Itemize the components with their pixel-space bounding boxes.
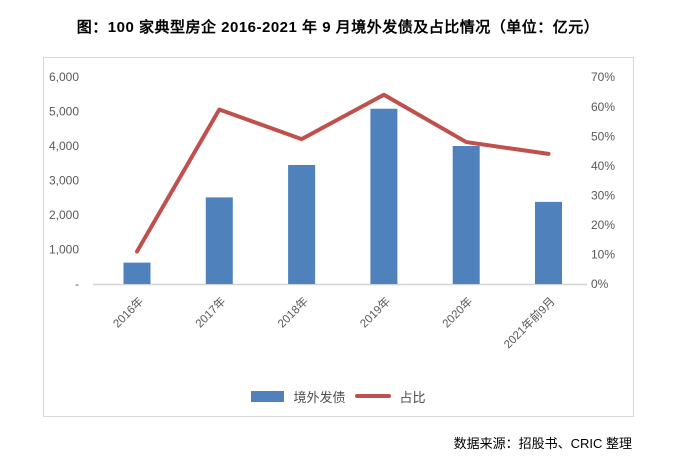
bar-2017年 (205, 197, 233, 284)
x-axis-label-2019年: 2019年 (357, 294, 393, 330)
bar-2019年 (370, 108, 398, 284)
x-axis-label-2020年: 2020年 (439, 294, 475, 330)
pct-axis-tick-label: 60% (591, 100, 615, 114)
bar-series-swatch (251, 390, 285, 402)
pct-axis-tick-label: 20% (591, 218, 615, 232)
chart-svg: 6,000 5,000 4,000 3,000 2,000 1,000 - 70% 60% 50%… (49, 70, 615, 351)
x-axis-label-2018年: 2018年 (275, 294, 311, 330)
line-series-label: 占比 (399, 389, 426, 405)
pct-trend-line (135, 92, 551, 254)
bar-2016年 (123, 262, 151, 284)
chart-legend: 境外发债 占比 (44, 386, 633, 406)
pct-axis-tick-label: 10% (591, 248, 615, 262)
bar-2020年 (452, 146, 480, 284)
x-axis-label-2016年: 2016年 (110, 294, 146, 330)
pct-axis-tick-label: 0% (591, 277, 609, 291)
bar-series-label: 境外发债 (293, 389, 346, 405)
y-axis-tick-label: 4,000 (49, 139, 79, 153)
bar-2018年 (288, 164, 316, 284)
pct-axis-tick-label: 40% (591, 159, 615, 173)
y-axis-tick-label: 3,000 (49, 174, 79, 188)
bar-2021年前9月 (535, 201, 562, 284)
chart-title: 图：100 家典型房企 2016-2021 年 9 月境外发债及占比情况（单位：… (76, 19, 600, 36)
chart-frame: 6,000 5,000 4,000 3,000 2,000 1,000 - 70% 60% 50%… (43, 57, 634, 417)
x-axis-label-2017年: 2017年 (192, 294, 228, 330)
y-axis-tick-label: 6,000 (49, 70, 79, 84)
y-axis-tick-label: - (75, 277, 79, 291)
y-axis-tick-label: 2,000 (49, 208, 79, 222)
pct-axis-tick-label: 30% (591, 188, 615, 202)
line-series-swatch (354, 394, 391, 398)
pct-axis-tick-label: 70% (591, 70, 615, 84)
x-axis-label-2021年前9月: 2021年前9月 (501, 294, 558, 351)
pct-axis-tick-label: 50% (591, 129, 615, 143)
y-axis-tick-label: 5,000 (49, 105, 79, 119)
y-axis-tick-label: 1,000 (49, 243, 79, 257)
source-note: 数据来源：招股书、CRIC 整理 (453, 436, 632, 451)
